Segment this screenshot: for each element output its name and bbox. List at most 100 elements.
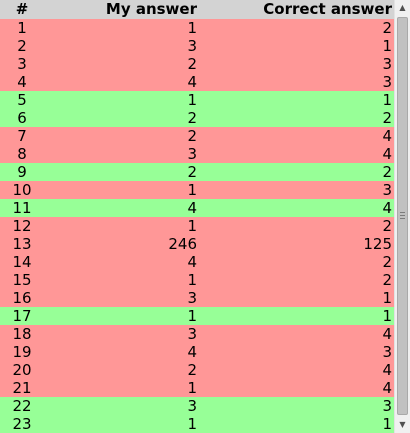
row-correct-answer: 3 — [199, 343, 394, 361]
row-number: 8 — [0, 145, 44, 163]
row-correct-answer: 2 — [199, 271, 394, 289]
row-my-answer: 3 — [44, 145, 199, 163]
row-number: 7 — [0, 127, 44, 145]
row-number: 2 — [0, 37, 44, 55]
table-row: 22 3 3 — [0, 397, 394, 415]
row-number: 22 — [0, 397, 44, 415]
row-my-answer: 3 — [44, 37, 199, 55]
row-my-answer: 1 — [44, 415, 199, 433]
table-row: 14 4 2 — [0, 253, 394, 271]
scrollbar-thumb[interactable] — [397, 17, 408, 415]
row-correct-answer: 4 — [199, 361, 394, 379]
row-number: 12 — [0, 217, 44, 235]
table-row: 11 4 4 — [0, 199, 394, 217]
table-row: 12 1 2 — [0, 217, 394, 235]
row-my-answer: 3 — [44, 289, 199, 307]
row-correct-answer: 1 — [199, 37, 394, 55]
row-correct-answer: 1 — [199, 91, 394, 109]
row-my-answer: 246 — [44, 235, 199, 253]
row-my-answer: 2 — [44, 163, 199, 181]
row-my-answer: 4 — [44, 253, 199, 271]
table-row: 17 1 1 — [0, 307, 394, 325]
row-my-answer: 1 — [44, 19, 199, 37]
row-my-answer: 1 — [44, 307, 199, 325]
row-correct-answer: 4 — [199, 199, 394, 217]
row-correct-answer: 2 — [199, 19, 394, 37]
row-number: 11 — [0, 199, 44, 217]
row-correct-answer: 4 — [199, 379, 394, 397]
row-number: 6 — [0, 109, 44, 127]
row-number: 18 — [0, 325, 44, 343]
row-correct-answer: 2 — [199, 163, 394, 181]
row-correct-answer: 125 — [199, 235, 394, 253]
row-my-answer: 1 — [44, 91, 199, 109]
row-correct-answer: 3 — [199, 181, 394, 199]
row-my-answer: 1 — [44, 181, 199, 199]
table-row: 20 2 4 — [0, 361, 394, 379]
row-correct-answer: 4 — [199, 145, 394, 163]
row-number: 20 — [0, 361, 44, 379]
row-my-answer: 3 — [44, 397, 199, 415]
table-row: 10 1 3 — [0, 181, 394, 199]
row-correct-answer: 2 — [199, 217, 394, 235]
row-correct-answer: 1 — [199, 307, 394, 325]
table-row: 18 3 4 — [0, 325, 394, 343]
row-number: 16 — [0, 289, 44, 307]
table-header-row: # My answer Correct answer — [0, 0, 394, 19]
row-number: 15 — [0, 271, 44, 289]
row-my-answer: 4 — [44, 343, 199, 361]
row-correct-answer: 4 — [199, 325, 394, 343]
row-number: 21 — [0, 379, 44, 397]
table-row: 16 3 1 — [0, 289, 394, 307]
table-row: 21 1 4 — [0, 379, 394, 397]
row-my-answer: 1 — [44, 271, 199, 289]
row-correct-answer: 1 — [199, 289, 394, 307]
row-my-answer: 3 — [44, 325, 199, 343]
grip-lines-icon — [400, 212, 405, 219]
row-number: 10 — [0, 181, 44, 199]
header-my-answer: My answer — [44, 0, 199, 19]
row-my-answer: 1 — [44, 217, 199, 235]
row-number: 13 — [0, 235, 44, 253]
row-my-answer: 2 — [44, 109, 199, 127]
scroll-up-arrow-icon[interactable]: ▲ — [399, 3, 406, 12]
table-row: 15 1 2 — [0, 271, 394, 289]
row-number: 5 — [0, 91, 44, 109]
row-correct-answer: 3 — [199, 55, 394, 73]
answers-body: 1 1 2 2 3 1 3 2 3 4 4 3 5 1 1 6 2 2 7 2 4 8 3 4 9 2 2 10 1 3 11 4 4 12 1 2 1… — [0, 19, 394, 433]
row-number: 9 — [0, 163, 44, 181]
row-number: 17 — [0, 307, 44, 325]
header-correct-answer: Correct answer — [199, 0, 394, 19]
row-correct-answer: 3 — [199, 73, 394, 91]
row-number: 14 — [0, 253, 44, 271]
row-correct-answer: 2 — [199, 109, 394, 127]
row-correct-answer: 3 — [199, 397, 394, 415]
row-my-answer: 2 — [44, 361, 199, 379]
row-number: 19 — [0, 343, 44, 361]
table-row: 19 4 3 — [0, 343, 394, 361]
row-correct-answer: 4 — [199, 127, 394, 145]
vertical-scrollbar[interactable]: ▲ ▼ — [394, 0, 410, 433]
row-correct-answer: 2 — [199, 253, 394, 271]
row-number: 23 — [0, 415, 44, 433]
row-number: 4 — [0, 73, 44, 91]
row-my-answer: 4 — [44, 73, 199, 91]
header-number: # — [0, 0, 44, 19]
row-number: 1 — [0, 19, 44, 37]
table-row: 23 1 1 — [0, 415, 394, 433]
row-my-answer: 2 — [44, 127, 199, 145]
scroll-down-arrow-icon[interactable]: ▼ — [399, 420, 406, 429]
row-correct-answer: 1 — [199, 415, 394, 433]
row-my-answer: 2 — [44, 55, 199, 73]
